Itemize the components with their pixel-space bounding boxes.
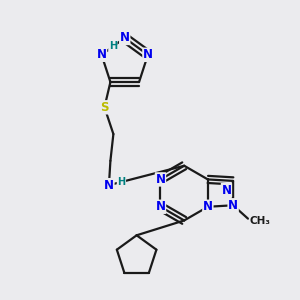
Text: CH₃: CH₃ — [250, 216, 271, 226]
Text: N: N — [203, 200, 213, 213]
Text: H: H — [117, 177, 125, 187]
Text: N: N — [155, 200, 166, 213]
Text: N: N — [228, 199, 238, 212]
Text: N: N — [221, 184, 231, 196]
Text: N: N — [120, 32, 130, 44]
Text: H: H — [109, 41, 117, 51]
Text: N: N — [155, 173, 166, 186]
Text: N: N — [97, 48, 106, 61]
Text: S: S — [100, 101, 109, 114]
Text: N: N — [104, 179, 114, 192]
Text: N: N — [143, 48, 153, 61]
